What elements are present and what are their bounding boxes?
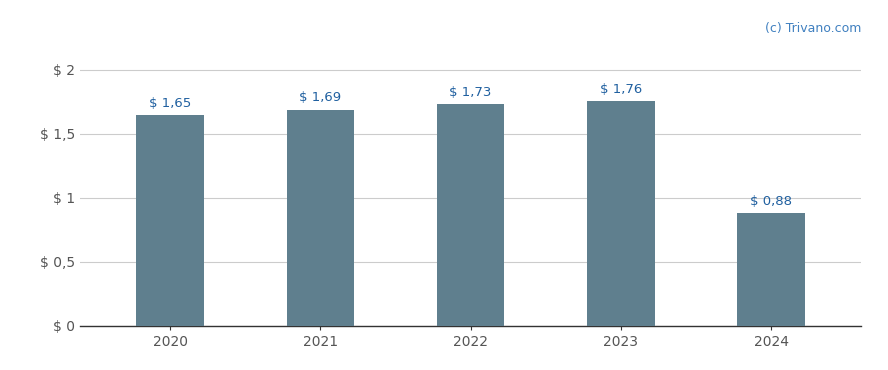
Text: $ 1,65: $ 1,65	[149, 97, 191, 110]
Bar	[587, 101, 654, 326]
Text: $ 1,76: $ 1,76	[599, 83, 642, 95]
Bar	[437, 104, 504, 326]
Text: (c) Trivano.com: (c) Trivano.com	[765, 21, 861, 34]
Bar	[136, 115, 204, 326]
Text: $ 1,69: $ 1,69	[299, 91, 341, 104]
Bar	[737, 213, 805, 326]
Bar	[287, 110, 354, 326]
Text: $ 0,88: $ 0,88	[750, 195, 792, 208]
Text: $ 1,73: $ 1,73	[449, 86, 492, 100]
